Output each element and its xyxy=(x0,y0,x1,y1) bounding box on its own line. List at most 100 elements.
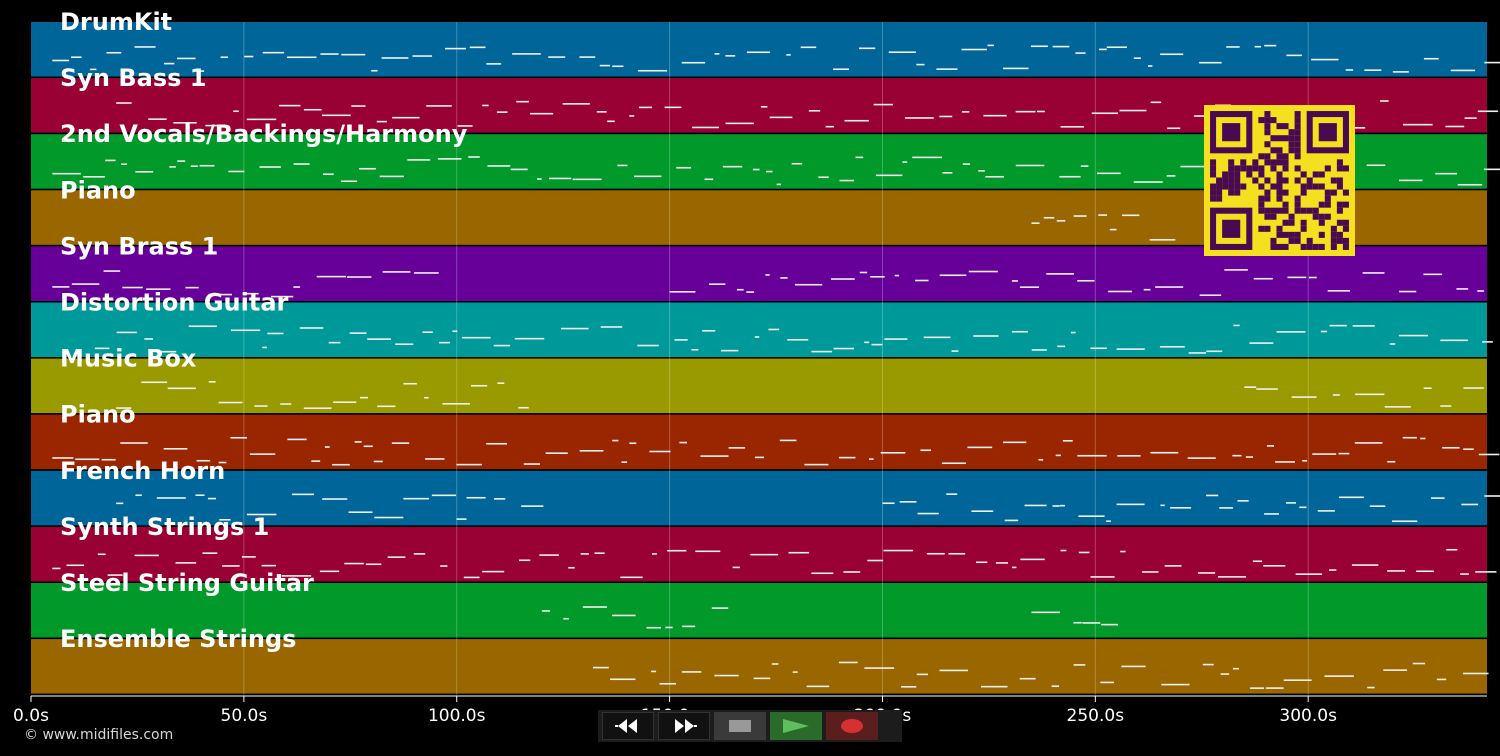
stop-icon xyxy=(729,720,751,732)
note xyxy=(319,570,340,573)
note xyxy=(431,494,457,497)
note xyxy=(1398,334,1429,337)
note xyxy=(1252,560,1263,563)
note xyxy=(1031,349,1047,351)
note xyxy=(1031,222,1040,224)
note xyxy=(936,68,958,70)
note xyxy=(728,447,746,449)
track-label: DrumKit xyxy=(60,8,172,36)
note xyxy=(414,272,439,274)
note xyxy=(973,335,999,337)
qr-module xyxy=(1324,165,1331,172)
note xyxy=(254,405,268,407)
note xyxy=(1402,436,1417,439)
qr-module xyxy=(1336,165,1343,172)
qr-module xyxy=(1330,177,1337,184)
play-button[interactable] xyxy=(770,712,822,740)
qr-module xyxy=(1222,183,1229,190)
note xyxy=(1308,276,1317,279)
qr-module xyxy=(1216,183,1223,190)
note xyxy=(883,549,914,552)
note xyxy=(1120,550,1126,553)
note xyxy=(1352,325,1375,327)
note xyxy=(316,275,347,278)
note xyxy=(1338,452,1350,455)
note xyxy=(592,666,609,669)
qr-module xyxy=(1312,171,1319,178)
note xyxy=(482,570,505,573)
note xyxy=(1090,347,1107,350)
note xyxy=(1265,687,1284,689)
note xyxy=(607,120,615,123)
note xyxy=(1320,330,1327,333)
note xyxy=(185,286,199,289)
note xyxy=(1482,341,1493,343)
note xyxy=(582,606,607,608)
note xyxy=(466,496,486,499)
note xyxy=(456,518,467,520)
note xyxy=(843,571,861,573)
note xyxy=(371,69,378,72)
note xyxy=(105,159,116,162)
note xyxy=(1059,504,1065,507)
note xyxy=(1003,67,1029,70)
note xyxy=(177,160,186,162)
note xyxy=(1456,288,1469,290)
note xyxy=(1416,570,1434,573)
note xyxy=(1206,494,1219,497)
note xyxy=(1046,273,1075,275)
note xyxy=(1075,52,1086,54)
stop-button[interactable] xyxy=(714,712,766,740)
note xyxy=(1166,175,1176,177)
note xyxy=(752,168,760,171)
qr-module xyxy=(1210,159,1217,166)
qr-module xyxy=(1276,189,1283,196)
qr-module xyxy=(1282,201,1289,208)
qr-module xyxy=(1288,147,1295,154)
note xyxy=(354,441,362,443)
note xyxy=(1332,394,1340,396)
record-button[interactable] xyxy=(826,712,878,740)
qr-module xyxy=(1240,183,1247,190)
note xyxy=(1232,667,1239,670)
note xyxy=(208,381,216,383)
note xyxy=(1237,500,1249,502)
qr-module xyxy=(1300,171,1307,178)
note xyxy=(901,686,917,688)
note xyxy=(659,682,677,685)
qr-module xyxy=(1258,183,1265,190)
note xyxy=(962,163,971,165)
qr-module xyxy=(1270,243,1277,250)
note xyxy=(341,53,366,56)
note xyxy=(839,179,854,182)
qr-module xyxy=(1288,213,1295,220)
note xyxy=(71,56,82,59)
note xyxy=(1478,453,1500,456)
note xyxy=(572,178,602,181)
note xyxy=(222,565,240,567)
note xyxy=(1266,445,1274,447)
note xyxy=(1078,515,1105,517)
qr-module xyxy=(1288,231,1295,238)
note xyxy=(469,46,486,49)
note xyxy=(1206,350,1223,353)
note xyxy=(167,387,196,390)
fast-forward-button[interactable] xyxy=(658,712,710,740)
qr-module xyxy=(1246,171,1253,178)
note xyxy=(562,103,590,105)
note xyxy=(1116,348,1145,350)
note xyxy=(983,114,1007,117)
note xyxy=(1199,61,1222,64)
qr-module xyxy=(1342,165,1349,172)
qr-module xyxy=(1318,231,1325,238)
qr-module xyxy=(1276,207,1283,214)
qr-module xyxy=(1270,147,1277,154)
rewind-button[interactable] xyxy=(602,712,654,740)
note xyxy=(674,339,688,341)
note xyxy=(456,463,482,466)
note xyxy=(97,553,106,556)
qr-module xyxy=(1210,171,1217,178)
note xyxy=(207,497,216,500)
note xyxy=(806,685,830,688)
note xyxy=(875,174,903,177)
